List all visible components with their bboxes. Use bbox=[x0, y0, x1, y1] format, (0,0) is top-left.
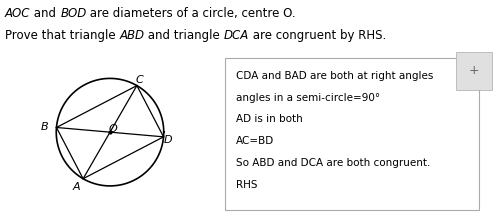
FancyBboxPatch shape bbox=[226, 58, 479, 210]
Text: AOC: AOC bbox=[5, 7, 30, 20]
Text: CDA and BAD are both at right angles: CDA and BAD are both at right angles bbox=[236, 71, 434, 81]
Text: A: A bbox=[73, 182, 80, 192]
Text: D: D bbox=[164, 135, 172, 144]
Text: ABD: ABD bbox=[120, 29, 144, 42]
Text: RHS: RHS bbox=[236, 180, 258, 190]
Text: and: and bbox=[30, 7, 60, 20]
Text: angles in a semi-circle=90°: angles in a semi-circle=90° bbox=[236, 93, 380, 103]
Text: AD is in both: AD is in both bbox=[236, 114, 303, 124]
Text: BOD: BOD bbox=[60, 7, 86, 20]
Text: So ABD and DCA are both congruent.: So ABD and DCA are both congruent. bbox=[236, 158, 430, 168]
Text: B: B bbox=[41, 123, 48, 132]
Text: are diameters of a circle, centre O.: are diameters of a circle, centre O. bbox=[86, 7, 296, 20]
Text: DCA: DCA bbox=[224, 29, 249, 42]
Text: and triangle: and triangle bbox=[144, 29, 224, 42]
Text: +: + bbox=[468, 65, 479, 78]
Text: AC=BD: AC=BD bbox=[236, 136, 275, 146]
Text: Prove that triangle: Prove that triangle bbox=[5, 29, 119, 42]
Text: C: C bbox=[136, 75, 143, 85]
Text: are congruent by RHS.: are congruent by RHS. bbox=[249, 29, 386, 42]
Text: O: O bbox=[108, 125, 117, 134]
